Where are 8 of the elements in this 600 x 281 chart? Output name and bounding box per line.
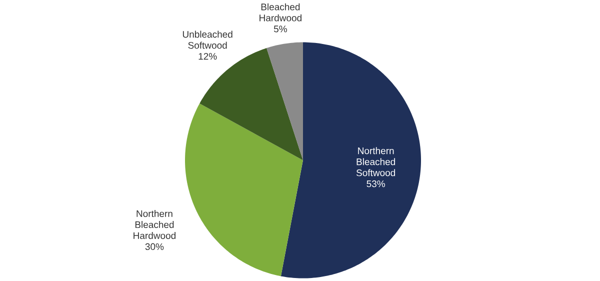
slice-label: Unbleached Softwood [182,30,232,49]
slice-label: Northern Bleached Softwood [356,147,396,176]
data-label: 12% [198,53,217,60]
slice-label: Northern Bleached Hardwood [134,210,176,240]
slice-label: Bleached Hardwood [260,3,302,22]
data-label: 53% [366,180,385,188]
data-label: 5% [274,26,287,32]
data-label: 30% [145,243,164,250]
